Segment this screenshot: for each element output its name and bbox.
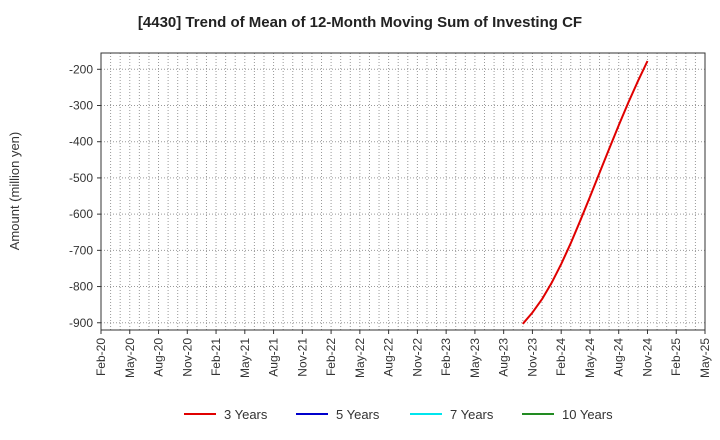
- x-axis: Feb-20 May-20 Aug-20 Nov-20 Feb-21 May-21 Aug-…: [94, 330, 712, 378]
- y-tick-label: -700: [69, 243, 93, 257]
- x-tick-label: Aug-21: [267, 338, 281, 377]
- x-tick-label: Aug-22: [382, 338, 396, 377]
- legend-label: 5 Years: [336, 407, 380, 422]
- x-tick-label: Feb-22: [324, 338, 338, 376]
- series-line-3-years: [522, 60, 649, 325]
- y-tick-label: -600: [69, 207, 93, 221]
- x-tick-label: May-25: [698, 338, 712, 378]
- x-tick-label: May-23: [468, 338, 482, 378]
- x-tick-label: May-21: [238, 338, 252, 378]
- legend-item: 10 Years: [522, 407, 613, 422]
- y-tick-label: -900: [69, 316, 93, 330]
- legend-item: 5 Years: [296, 407, 380, 422]
- legend-label: 7 Years: [450, 407, 494, 422]
- x-tick-label: Nov-24: [640, 338, 654, 377]
- x-tick-label: Feb-24: [554, 338, 568, 376]
- y-tick-label: -200: [69, 62, 93, 76]
- legend: 3 Years 5 Years 7 Years 10 Years: [184, 407, 613, 422]
- plot-frame: [100, 52, 706, 331]
- y-axis-label: Amount (million yen): [7, 132, 22, 251]
- legend-label: 3 Years: [224, 407, 268, 422]
- y-tick-label: -300: [69, 99, 93, 113]
- x-tick-label: May-22: [353, 338, 367, 378]
- x-tick-label: Nov-23: [525, 338, 539, 377]
- x-tick-label: Nov-22: [410, 338, 424, 377]
- grid-layer: [100, 53, 706, 330]
- x-tick-label: Aug-23: [497, 338, 511, 377]
- x-tick-label: Feb-21: [209, 338, 223, 376]
- chart-title: [4430] Trend of Mean of 12-Month Moving …: [137, 14, 583, 31]
- y-tick-label: -800: [69, 280, 93, 294]
- x-tick-label: May-24: [583, 338, 597, 378]
- x-tick-label: Feb-23: [439, 338, 453, 376]
- x-tick-label: Nov-21: [295, 338, 309, 377]
- x-tick-label: Aug-20: [152, 338, 166, 377]
- x-tick-label: Feb-20: [94, 338, 108, 376]
- legend-label: 10 Years: [562, 407, 613, 422]
- series-layer: [522, 60, 649, 325]
- legend-item: 3 Years: [184, 407, 268, 422]
- x-tick-label: Feb-25: [669, 338, 683, 376]
- x-tick-label: May-20: [123, 338, 137, 378]
- x-tick-label: Nov-20: [180, 338, 194, 377]
- x-tick-label: Aug-24: [612, 338, 626, 377]
- y-tick-label: -400: [69, 135, 93, 149]
- y-tick-label: -500: [69, 171, 93, 185]
- y-axis: -200 -300 -400 -500 -600 -700 -800 -900: [69, 62, 101, 330]
- legend-item: 7 Years: [410, 407, 494, 422]
